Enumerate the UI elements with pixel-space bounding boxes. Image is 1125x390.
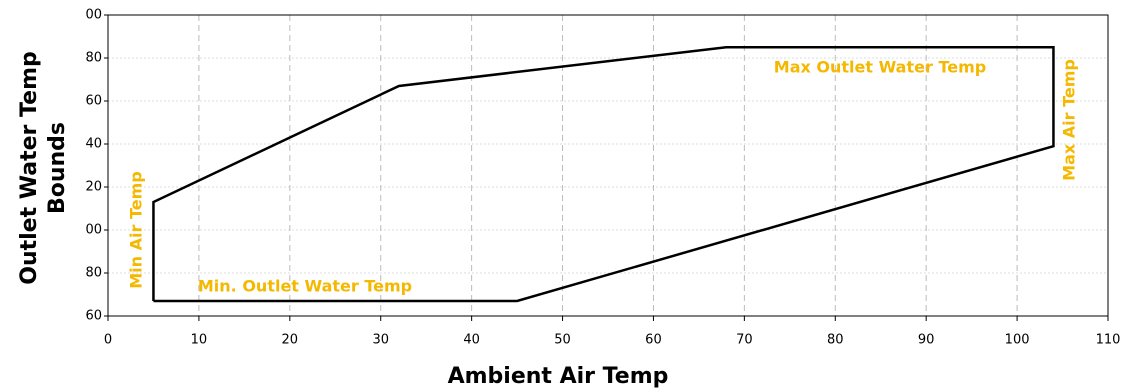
x-axis-title: Ambient Air Temp: [448, 364, 669, 389]
outline: [152, 46, 1055, 303]
x-tick-label: 90: [918, 333, 935, 348]
x-tick-label: 110: [1096, 333, 1121, 348]
y-tick-label: 20: [85, 180, 102, 195]
x-tick-label: 40: [463, 333, 480, 348]
x-tick-label: 100: [1005, 333, 1030, 348]
annotation: Min Air Temp: [127, 171, 146, 288]
y-tick-label: 00: [85, 8, 102, 23]
x-tick-label: 60: [645, 333, 662, 348]
y-tick-label: 60: [85, 309, 102, 324]
x-tick-label: 80: [827, 333, 844, 348]
x-tick-label: 20: [282, 333, 299, 348]
y-tick-label: 80: [85, 51, 102, 66]
y-axis-title: Outlet Water Temp: [17, 51, 42, 284]
y-axis-title: Bounds: [45, 122, 70, 214]
x-tick-label: 30: [372, 333, 389, 348]
y-tick-label: 00: [85, 223, 102, 238]
annotation: Min. Outlet Water Temp: [198, 277, 412, 296]
plot-frame: [107, 14, 1109, 317]
x-tick-label: 10: [191, 333, 208, 348]
y-tick-label: 80: [85, 266, 102, 281]
annotation: Max Outlet Water Temp: [774, 58, 986, 77]
x-tick-label: 70: [736, 333, 753, 348]
x-tick-label: 0: [104, 333, 112, 348]
y-tick-label: 40: [85, 137, 102, 152]
y-tick-label: 60: [85, 94, 102, 109]
annotation: Max Air Temp: [1060, 59, 1079, 181]
x-tick-label: 50: [554, 333, 571, 348]
